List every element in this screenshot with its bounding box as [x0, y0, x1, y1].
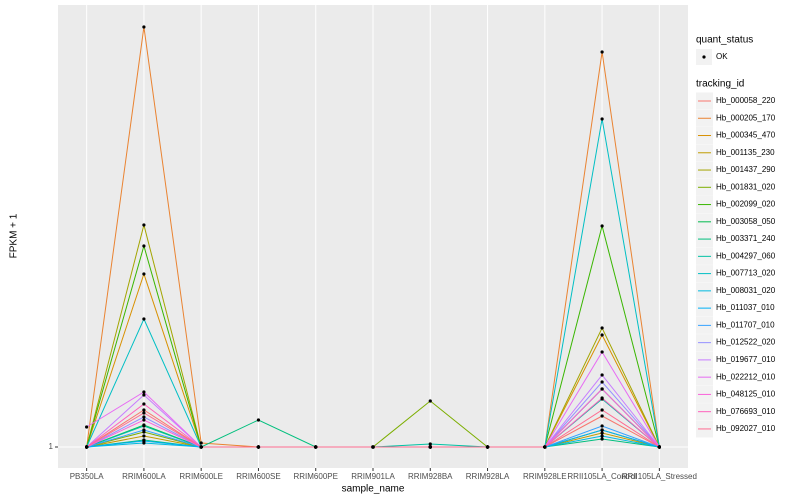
legend-title: quant_status — [696, 35, 753, 46]
legend-label: Hb_002099_020 — [716, 200, 776, 209]
legend-label: OK — [716, 52, 728, 61]
data-point — [256, 445, 261, 449]
x-tick-label: RRIM600LA — [122, 472, 166, 481]
data-point — [142, 424, 146, 428]
data-point — [142, 411, 146, 415]
data-point — [142, 402, 146, 406]
data-point — [142, 418, 146, 422]
data-point — [485, 445, 490, 449]
legend-label: Hb_000058_220 — [716, 96, 776, 105]
data-point — [142, 408, 146, 412]
data-point — [142, 393, 146, 397]
data-point — [600, 326, 604, 330]
data-point — [199, 441, 203, 445]
data-point — [142, 428, 146, 432]
data-point — [543, 445, 547, 449]
legend-label: Hb_004297_060 — [716, 251, 776, 260]
legend-title: tracking_id — [696, 79, 744, 90]
x-tick-label: RRIM600LE — [179, 472, 223, 481]
legend-label: Hb_011707_010 — [716, 320, 775, 329]
data-point — [142, 223, 146, 227]
legend-label: Hb_003058_050 — [716, 217, 776, 226]
legend-label: Hb_076693_010 — [716, 407, 776, 416]
x-tick-label: RRII105LA_Control — [567, 472, 637, 481]
legend-label: Hb_019677_010 — [716, 355, 776, 364]
data-point — [428, 445, 432, 449]
data-point — [142, 390, 146, 394]
data-point — [85, 425, 89, 429]
x-tick-label: RRIM901LA — [351, 472, 395, 481]
data-point — [142, 244, 146, 248]
data-point — [199, 445, 203, 449]
legend-label: Hb_092027_010 — [716, 424, 776, 433]
legend-label: Hb_000345_470 — [716, 131, 776, 140]
data-point — [600, 414, 604, 418]
data-point — [600, 431, 604, 435]
x-tick-label: RRIM600SE — [236, 472, 280, 481]
data-point — [314, 445, 318, 449]
data-point — [600, 387, 604, 391]
data-point — [600, 333, 604, 337]
y-tick-label: 1 — [49, 442, 54, 451]
y-axis-title: FPKM + 1 — [9, 213, 20, 258]
data-point — [600, 437, 604, 441]
data-point — [600, 350, 604, 354]
data-point — [85, 445, 89, 449]
data-point — [600, 408, 604, 412]
data-point — [600, 380, 604, 384]
x-tick-label: RRII105LA_Stressed — [622, 472, 697, 481]
data-point — [600, 50, 604, 54]
data-point — [428, 442, 432, 446]
data-point — [256, 418, 261, 422]
data-point — [142, 415, 146, 419]
legend-label: Hb_022212_010 — [716, 372, 776, 381]
data-point — [142, 317, 146, 321]
data-point — [600, 373, 604, 377]
data-point — [600, 428, 604, 432]
x-tick-label: RRIM928BA — [408, 472, 453, 481]
data-point — [428, 399, 432, 403]
legend-label: Hb_008031_020 — [716, 286, 776, 295]
legend-label: Hb_001437_290 — [716, 165, 776, 174]
legend-label: Hb_007713_020 — [716, 269, 776, 278]
data-point — [142, 25, 146, 29]
data-point — [600, 224, 604, 228]
data-point — [142, 439, 146, 443]
legend-label: Hb_001831_020 — [716, 182, 776, 191]
data-point — [657, 445, 661, 449]
data-point — [600, 434, 604, 438]
data-point — [142, 272, 146, 276]
legend-label: Hb_001135_230 — [716, 148, 775, 157]
x-tick-label: RRIM600PE — [293, 472, 337, 481]
data-point — [600, 424, 604, 428]
data-point — [600, 396, 604, 400]
legend-point — [702, 55, 706, 59]
legend-label: Hb_000205_170 — [716, 113, 776, 122]
legend-label: Hb_011037_010 — [716, 303, 775, 312]
data-point — [142, 434, 146, 438]
data-point — [600, 117, 604, 121]
x-tick-label: RRIM928LA — [466, 472, 510, 481]
legend-label: Hb_012522_020 — [716, 338, 776, 347]
x-tick-label: PB350LA — [70, 472, 104, 481]
data-point — [371, 445, 375, 449]
x-axis-title: sample_name — [342, 484, 405, 495]
x-tick-label: RRIM928LE — [523, 472, 567, 481]
legend-label: Hb_048125_010 — [716, 390, 776, 399]
legend-label: Hb_003371_240 — [716, 234, 776, 243]
